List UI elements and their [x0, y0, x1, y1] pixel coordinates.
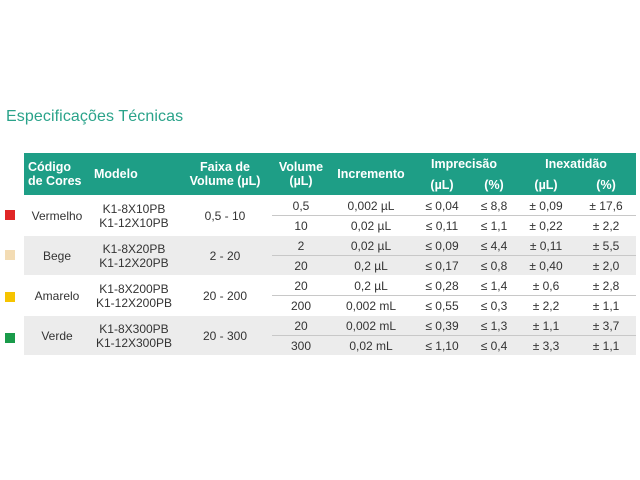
- imprecision-ul-cell: ≤ 0,55: [412, 295, 472, 316]
- header-faixa: Faixa de Volume (µL): [178, 153, 272, 196]
- inaccuracy-ul-cell: ± 0,22: [516, 215, 577, 236]
- increment-cell: 0,002 µL: [330, 195, 412, 216]
- imprecision-ul-cell: ≤ 0,39: [412, 315, 472, 336]
- table-row: 10 0,02 µL ≤ 0,11 ≤ 1,1 ± 0,22 ± 2,2: [24, 215, 637, 236]
- color-name: Vermelho: [24, 195, 90, 236]
- table-row: Verde K1-8X300PB K1-12X300PB 20 - 300 20…: [24, 315, 637, 355]
- inaccuracy-ul-cell: ± 2,2: [516, 295, 577, 316]
- increment-cell: 0,002 mL: [330, 315, 412, 336]
- inaccuracy-ul-cell: ± 3,3: [516, 335, 577, 355]
- color-swatch-bege: [5, 250, 15, 260]
- color-swatch-verde: [5, 333, 15, 343]
- inaccuracy-pct-cell: ± 1,1: [576, 335, 637, 355]
- imprecision-ul-cell: ≤ 0,09: [412, 235, 472, 256]
- inaccuracy-ul-cell: ± 0,11: [516, 235, 577, 256]
- model-names: K1-8X20PB K1-12X20PB: [90, 235, 178, 276]
- volume-range: 20 - 200: [178, 275, 272, 316]
- imprecision-pct-cell: ≤ 1,4: [472, 275, 517, 296]
- inaccuracy-ul-cell: ± 0,40: [516, 255, 577, 276]
- header-row: Código de Cores Modelo Faixa de Volume (…: [24, 153, 637, 196]
- volume-range: 0,5 - 10: [178, 195, 272, 236]
- imprecision-ul-cell: ≤ 0,04: [412, 195, 472, 216]
- inaccuracy-ul-cell: ± 0,6: [516, 275, 577, 296]
- imprecision-ul-cell: ≤ 0,17: [412, 255, 472, 276]
- imprecision-pct-cell: ≤ 0,8: [472, 255, 517, 276]
- volume-cell: 20: [272, 255, 330, 276]
- volume-cell: 2: [272, 235, 330, 256]
- header-imprecisao-ul: (µL): [412, 175, 472, 196]
- volume-cell: 300: [272, 335, 330, 355]
- inaccuracy-pct-cell: ± 2,8: [576, 275, 637, 296]
- header-inexatidao-ul: (µL): [516, 175, 577, 196]
- table-row: 20 0,2 µL ≤ 0,17 ≤ 0,8 ± 0,40 ± 2,0: [24, 255, 637, 276]
- model-names: K1-8X300PB K1-12X300PB: [90, 315, 178, 355]
- inaccuracy-ul-cell: ± 1,1: [516, 315, 577, 336]
- imprecision-ul-cell: ≤ 1,10: [412, 335, 472, 355]
- header-imprecisao-pct: (%): [472, 175, 517, 196]
- table-row: Amarelo K1-8X200PB K1-12X200PB 20 - 200 …: [24, 275, 637, 316]
- table-row: 300 0,02 mL ≤ 1,10 ≤ 0,4 ± 3,3 ± 1,1: [24, 335, 637, 355]
- imprecision-pct-cell: ≤ 0,3: [472, 295, 517, 316]
- volume-cell: 10: [272, 215, 330, 236]
- inaccuracy-pct-cell: ± 2,2: [576, 215, 637, 236]
- model-names: K1-8X10PB K1-12X10PB: [90, 195, 178, 236]
- group-amarelo: Amarelo K1-8X200PB K1-12X200PB 20 - 200 …: [24, 275, 637, 316]
- header-codigo: Código de Cores: [24, 153, 90, 196]
- increment-cell: 0,2 µL: [330, 255, 412, 276]
- group-bege: Bege K1-8X20PB K1-12X20PB 2 - 20 2 0,02 …: [24, 235, 637, 276]
- group-verde: Verde K1-8X300PB K1-12X300PB 20 - 300 20…: [24, 315, 637, 355]
- imprecision-ul-cell: ≤ 0,28: [412, 275, 472, 296]
- volume-cell: 20: [272, 315, 330, 336]
- table-row: Vermelho K1-8X10PB K1-12X10PB 0,5 - 10 0…: [24, 195, 637, 236]
- header-modelo: Modelo: [90, 153, 178, 196]
- color-swatch-amarelo: [5, 292, 15, 302]
- header-inexatidao-pct: (%): [576, 175, 637, 196]
- increment-cell: 0,02 µL: [330, 235, 412, 256]
- inaccuracy-pct-cell: ± 1,1: [576, 295, 637, 316]
- table-row: Bege K1-8X20PB K1-12X20PB 2 - 20 2 0,02 …: [24, 235, 637, 276]
- increment-cell: 0,002 mL: [330, 295, 412, 316]
- group-vermelho: Vermelho K1-8X10PB K1-12X10PB 0,5 - 10 0…: [24, 195, 637, 236]
- imprecision-pct-cell: ≤ 1,1: [472, 215, 517, 236]
- imprecision-pct-cell: ≤ 4,4: [472, 235, 517, 256]
- color-name: Amarelo: [24, 275, 90, 316]
- header-volume: Volume (µL): [272, 153, 330, 196]
- color-swatch-vermelho: [5, 210, 15, 220]
- page-title: Especificações Técnicas: [6, 108, 184, 125]
- inaccuracy-pct-cell: ± 2,0: [576, 255, 637, 276]
- inaccuracy-pct-cell: ± 5,5: [576, 235, 637, 256]
- volume-range: 20 - 300: [178, 315, 272, 355]
- imprecision-ul-cell: ≤ 0,11: [412, 215, 472, 236]
- inaccuracy-ul-cell: ± 0,09: [516, 195, 577, 216]
- increment-cell: 0,02 µL: [330, 215, 412, 236]
- inaccuracy-pct-cell: ± 17,6: [576, 195, 637, 216]
- spec-table: Código de Cores Modelo Faixa de Volume (…: [24, 153, 637, 355]
- header-imprecisao: Imprecisão: [412, 153, 517, 175]
- volume-cell: 0,5: [272, 195, 330, 216]
- volume-cell: 200: [272, 295, 330, 316]
- model-names: K1-8X200PB K1-12X200PB: [90, 275, 178, 316]
- subheader-row: (µL) (%) (µL) (%): [24, 175, 637, 196]
- increment-cell: 0,2 µL: [330, 275, 412, 296]
- header-inexatidao: Inexatidão: [516, 153, 637, 175]
- imprecision-pct-cell: ≤ 0,4: [472, 335, 517, 355]
- increment-cell: 0,02 mL: [330, 335, 412, 355]
- inaccuracy-pct-cell: ± 3,7: [576, 315, 637, 336]
- table-row: 200 0,002 mL ≤ 0,55 ≤ 0,3 ± 2,2 ± 1,1: [24, 295, 637, 316]
- volume-cell: 20: [272, 275, 330, 296]
- volume-range: 2 - 20: [178, 235, 272, 276]
- color-name: Bege: [24, 235, 90, 276]
- header-incremento: Incremento: [330, 153, 412, 196]
- imprecision-pct-cell: ≤ 1,3: [472, 315, 517, 336]
- color-name: Verde: [24, 315, 90, 355]
- imprecision-pct-cell: ≤ 8,8: [472, 195, 517, 216]
